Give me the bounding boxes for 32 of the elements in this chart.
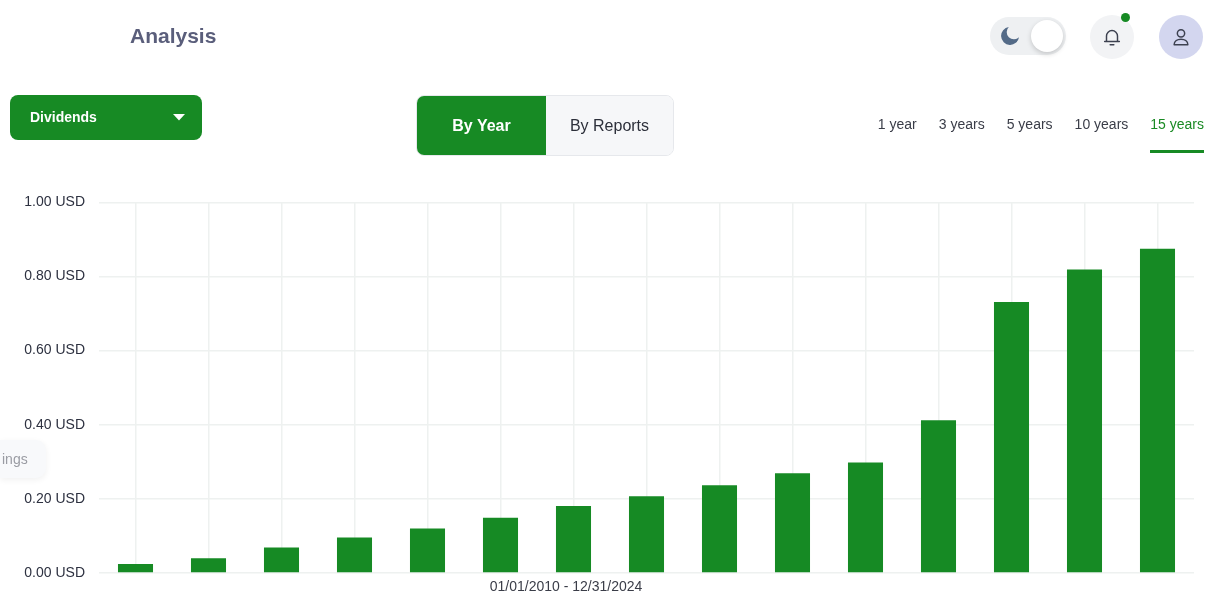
- bar: [409, 528, 446, 573]
- y-tick-label: 1.00 USD: [24, 193, 85, 210]
- bar: [555, 505, 592, 573]
- bar: [774, 473, 811, 573]
- bar: [701, 485, 738, 573]
- bar: [993, 302, 1030, 573]
- text: 3 years: [938, 116, 985, 132]
- bar: [263, 547, 300, 573]
- text: 15 years: [1150, 116, 1204, 132]
- y-tick-label: 0.20 USD: [24, 489, 85, 506]
- segment-button: By Year: [417, 96, 546, 155]
- dropdown: Dividends: [10, 95, 202, 140]
- y-tick-label: 0.60 USD: [24, 341, 85, 358]
- bar: [1139, 248, 1176, 573]
- bar: [847, 462, 884, 573]
- y-tick-label: 0.00 USD: [24, 563, 85, 580]
- text: 10 years: [1074, 116, 1129, 132]
- bar: [628, 496, 665, 573]
- bar: [336, 537, 373, 573]
- y-tick-label: 0.40 USD: [24, 415, 85, 432]
- segment-button: By Reports: [546, 96, 673, 155]
- y-tick-label: 0.80 USD: [24, 267, 85, 284]
- bar: [920, 420, 957, 573]
- bar: [1066, 269, 1103, 573]
- bar: [117, 564, 154, 573]
- chart-title: Analysis: [130, 24, 217, 48]
- bar: [482, 517, 519, 573]
- text: 5 years: [1006, 116, 1053, 132]
- text: 1 year: [877, 116, 917, 132]
- bar: [190, 558, 227, 573]
- x-axis-title: 01/01/2010 - 12/31/2024: [489, 578, 643, 594]
- side-tab: ings: [0, 440, 46, 478]
